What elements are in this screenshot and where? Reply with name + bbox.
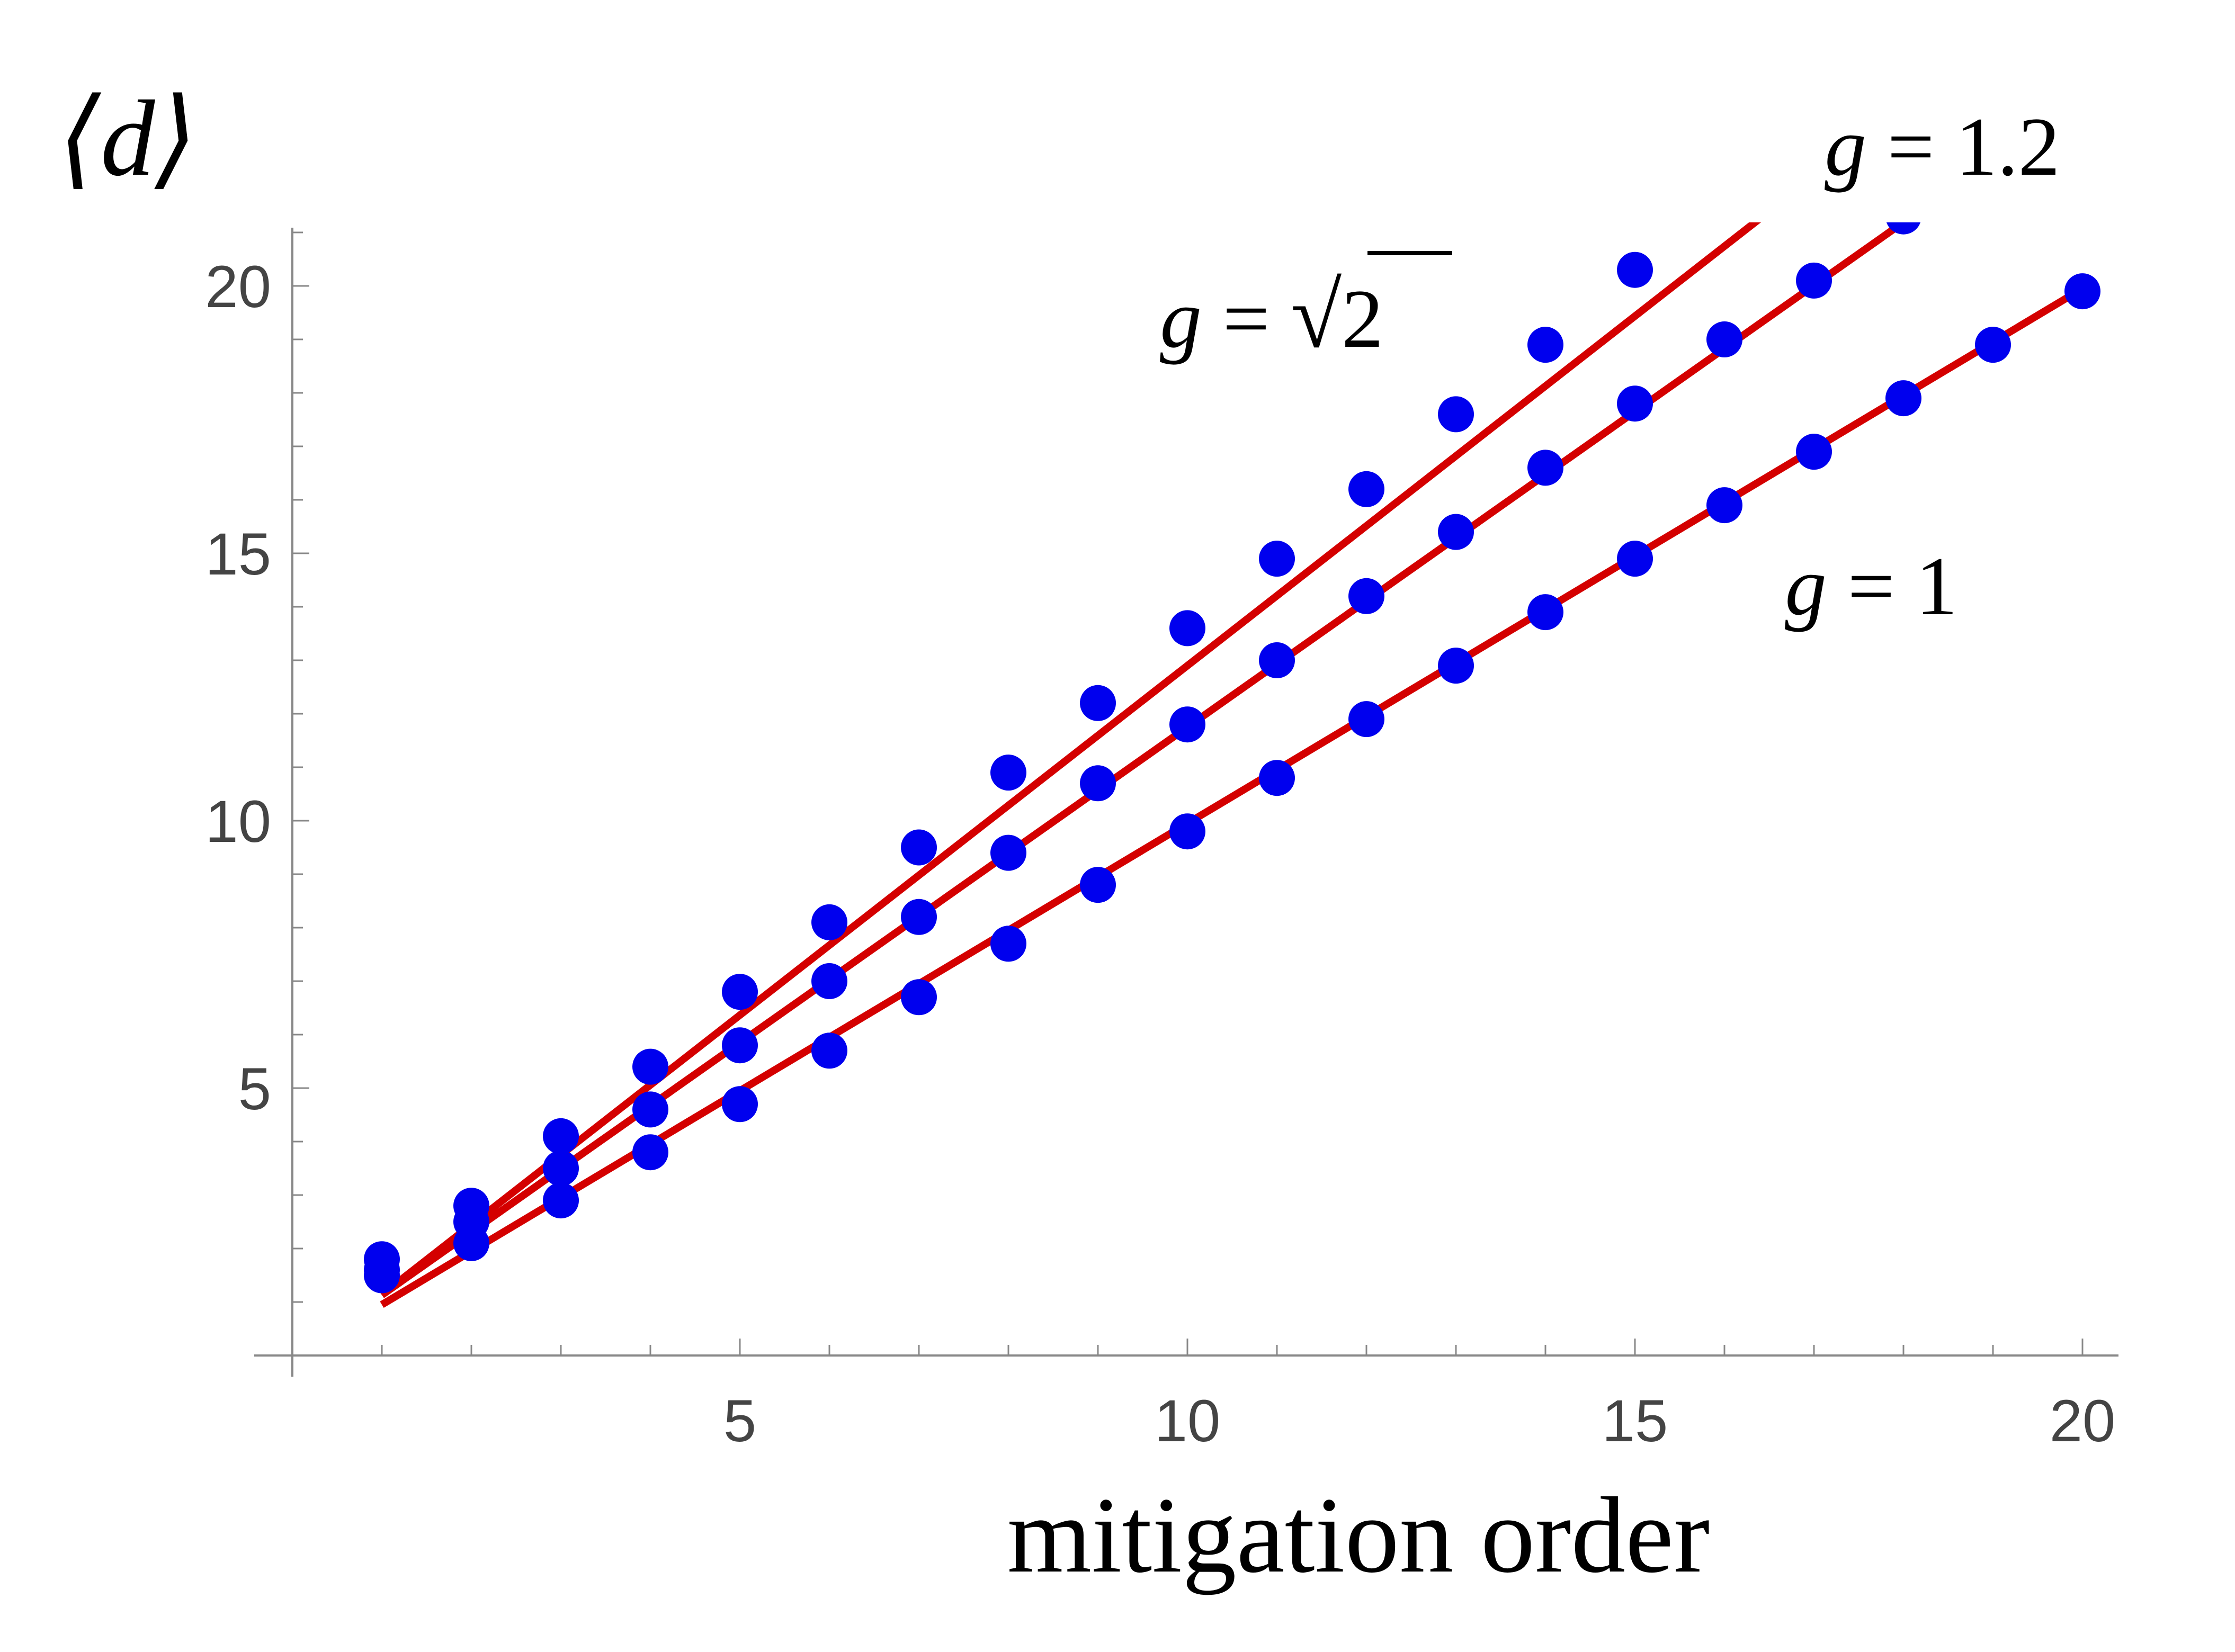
data-point-g-1-2	[1438, 514, 1474, 550]
data-point-g-1	[811, 1032, 847, 1069]
data-point-g-sqrt2	[1438, 396, 1474, 433]
series-label-g-1: g = 1	[1785, 540, 1957, 633]
data-point-g-1	[901, 979, 937, 1016]
axes: 5 10 15 20 5 10 15 20	[205, 228, 2118, 1454]
data-point-g-1-2	[1706, 321, 1742, 357]
data-point-g-1-2	[1169, 706, 1205, 743]
data-point-g-1-2	[1259, 642, 1295, 678]
fit-line-g-1-2	[379, 222, 1910, 1298]
data-point-g-1-2	[722, 1027, 758, 1064]
data-point-g-1	[1885, 380, 1921, 417]
data-point-g-sqrt2	[1706, 182, 1742, 218]
data-point-g-1-2	[1527, 450, 1563, 486]
data-point-g-sqrt2	[901, 829, 937, 866]
data-point-g-sqrt2	[1259, 541, 1295, 577]
series-layer	[364, 182, 2100, 1308]
series-g-sqrt2	[364, 182, 1762, 1298]
data-point-g-sqrt2	[632, 1048, 668, 1085]
data-point-g-1	[2064, 273, 2100, 310]
data-point-g-1	[1617, 541, 1653, 577]
data-point-g-1	[1438, 648, 1474, 684]
data-point-g-1	[1348, 701, 1384, 738]
data-point-g-1-2	[1796, 262, 1832, 299]
data-point-g-1-2	[632, 1091, 668, 1128]
data-point-g-1	[1169, 813, 1205, 850]
data-point-g-1-2	[1617, 385, 1653, 422]
fit-line-g-sqrt2	[379, 222, 1762, 1298]
data-point-g-sqrt2	[990, 755, 1026, 791]
data-point-g-1	[1706, 487, 1742, 524]
data-point-g-1-2	[811, 963, 847, 999]
data-point-g-sqrt2	[1080, 685, 1116, 721]
y-tick-label: 15	[205, 521, 271, 587]
x-axis-title: mitigation order	[1007, 1475, 1710, 1595]
data-point-g-1	[990, 926, 1026, 962]
data-point-g-sqrt2	[1617, 252, 1653, 288]
data-point-g-sqrt2	[543, 1118, 579, 1154]
data-point-g-1	[1259, 760, 1295, 796]
data-point-g-1-2	[1080, 765, 1116, 802]
data-point-g-1-2	[1886, 222, 1921, 235]
data-point-g-1-2	[901, 899, 937, 935]
data-point-g-1	[543, 1182, 579, 1219]
data-point-g-1	[1796, 434, 1832, 470]
data-point-g-1-2	[1348, 578, 1384, 614]
series-label-g-1-2: g = 1.2	[1825, 101, 2060, 193]
y-tick-label: 5	[238, 1056, 271, 1122]
data-point-g-1	[632, 1134, 668, 1171]
series-label-g-sqrt2: g = √2	[1160, 264, 1383, 367]
x-ticks: 5 10 15 20	[381, 1339, 2116, 1454]
y-ticks: 5 10 15 20	[205, 231, 309, 1303]
series-g-1	[364, 273, 2100, 1308]
x-tick-label: 5	[723, 1388, 756, 1454]
y-tick-label: 20	[205, 254, 271, 320]
data-point-g-sqrt2	[1169, 610, 1205, 647]
data-point-g-1	[1080, 867, 1116, 903]
y-tick-label: 10	[205, 788, 271, 855]
data-point-g-1	[722, 1086, 758, 1123]
data-point-g-1	[1527, 594, 1563, 631]
data-point-g-1	[364, 1257, 400, 1294]
data-point-g-sqrt2	[722, 974, 758, 1010]
data-point-g-1	[453, 1225, 489, 1261]
data-point-g-1-2	[543, 1150, 579, 1187]
data-point-g-sqrt2	[1348, 471, 1384, 507]
x-tick-label: 15	[1602, 1388, 1668, 1454]
x-tick-label: 20	[2050, 1388, 2116, 1454]
data-point-g-sqrt2	[811, 904, 847, 940]
data-point-g-sqrt2	[1527, 327, 1563, 363]
data-point-g-1	[1975, 327, 2011, 363]
y-axis-title: ⟨d⟩	[58, 78, 197, 199]
series-labels: g = √2 g = 1.2 g = 1	[1160, 101, 2060, 633]
data-point-g-1-2	[990, 834, 1026, 871]
x-tick-label: 10	[1155, 1388, 1221, 1454]
